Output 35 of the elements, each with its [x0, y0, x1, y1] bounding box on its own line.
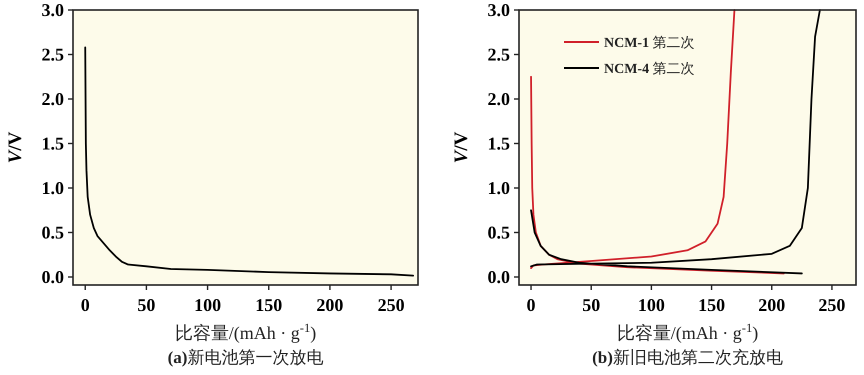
y-tick-label: 0.5	[42, 222, 64, 242]
x-tick-label: 250	[378, 295, 405, 315]
y-tick-label: 1.0	[42, 178, 64, 198]
y-axis-title: V/V	[451, 131, 472, 164]
x-tick-label: 200	[758, 295, 786, 315]
y-axis-title: V/V	[5, 131, 26, 164]
y-tick-label: 1.5	[488, 133, 510, 154]
legend-label: NCM-1 第二次	[604, 35, 695, 51]
y-tick-label: 0.0	[42, 266, 64, 287]
y-tick-label: 1.5	[42, 133, 64, 154]
y-tick-label: 3.0	[488, 0, 510, 20]
x-tick-label: 150	[255, 295, 282, 315]
x-tick-label: 100	[638, 295, 665, 315]
x-tick-label: 50	[582, 295, 600, 315]
x-tick-label: 100	[194, 295, 222, 315]
text: (a)新电池第一次放电	[168, 348, 324, 367]
y-tick-label: 1.0	[488, 178, 510, 198]
x-tick-label: 0	[80, 295, 90, 315]
x-tick-label: 0	[526, 295, 536, 315]
y-tick-label: 2.5	[42, 44, 64, 64]
y-tick-label: 2.0	[42, 88, 64, 109]
text: (b)新旧电池第二次充放电	[592, 348, 783, 367]
x-tick-label: 200	[316, 295, 344, 315]
x-tick-label: 150	[698, 295, 726, 315]
y-tick-label: 3.0	[42, 0, 64, 20]
x-tick-label: 50	[137, 295, 156, 315]
legend-label: NCM-4 第二次	[604, 61, 695, 77]
y-tick-label: 0.0	[488, 266, 510, 287]
y-tick-label: 0.5	[488, 222, 510, 242]
y-tick-label: 2.0	[488, 88, 510, 109]
y-tick-label: 2.5	[488, 44, 510, 64]
x-axis-title: 比容量/(mAh · g$^{-1}$)	[174, 321, 316, 343]
line-series	[84, 46, 414, 277]
x-axis-title: 比容量/(mAh · g$^{-1}$)	[616, 321, 758, 343]
x-tick-label: 250	[818, 295, 846, 315]
